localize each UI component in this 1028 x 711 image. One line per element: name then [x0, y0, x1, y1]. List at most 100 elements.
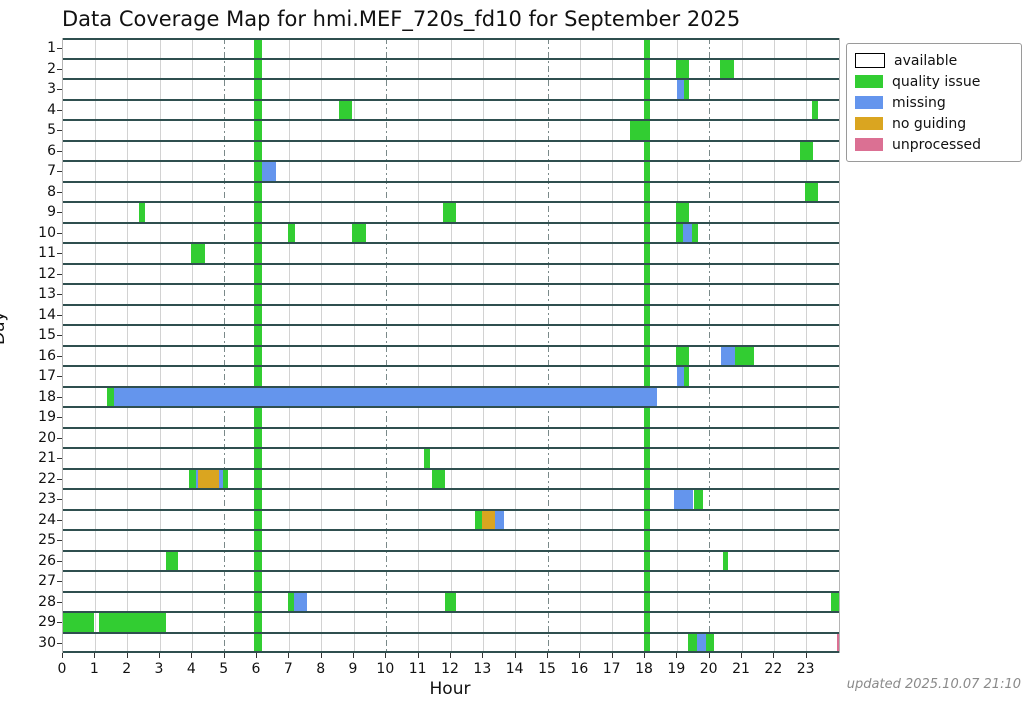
day-separator-line: [63, 283, 839, 285]
x-tick-label: 6: [251, 661, 261, 677]
y-tick-label: 9: [47, 204, 56, 221]
coverage-segment-missing: [114, 387, 657, 406]
x-tick: [288, 653, 290, 658]
x-tick: [353, 653, 354, 658]
coverage-segment-quality: [254, 469, 262, 488]
coverage-segment-missing: [696, 633, 707, 652]
y-tick: [57, 581, 62, 583]
x-tick-label: 12: [441, 661, 459, 677]
x-tick: [223, 653, 225, 658]
x-tick-label: 18: [635, 661, 653, 677]
x-tick: [579, 653, 581, 658]
coverage-segment-quality: [254, 592, 262, 611]
coverage-segment-quality: [223, 469, 228, 488]
x-tick-label: 14: [505, 661, 524, 677]
coverage-segment-quality: [254, 162, 262, 181]
y-tick-label: 29: [38, 614, 56, 631]
day-separator-line: [63, 57, 839, 60]
y-tick: [57, 601, 62, 603]
coverage-segment-missing: [494, 510, 505, 529]
y-tick-label: 24: [38, 511, 56, 528]
y-tick-label: 17: [38, 368, 56, 385]
coverage-segment-quality: [644, 305, 651, 324]
coverage-segment-quality: [644, 633, 651, 652]
coverage-segment-quality: [644, 346, 651, 365]
plot-area: [62, 38, 840, 653]
legend-label: available: [894, 52, 958, 69]
coverage-segment-quality: [644, 59, 651, 78]
coverage-segment-noguiding: [198, 469, 220, 488]
coverage-segment-quality: [444, 592, 456, 611]
y-tick: [57, 335, 62, 337]
day-separator-line: [63, 160, 839, 162]
y-tick: [57, 273, 62, 275]
coverage-segment-quality: [693, 490, 704, 509]
coverage-segment-quality: [254, 182, 262, 201]
y-tick: [57, 560, 62, 562]
y-tick-label: 13: [38, 286, 56, 303]
day-separator-line: [63, 570, 839, 572]
y-axis-label: Day: [0, 311, 9, 345]
coverage-segment-quality: [254, 367, 262, 386]
y-tick: [57, 232, 62, 234]
coverage-segment-quality: [675, 223, 684, 242]
x-tick-label: 10: [376, 661, 395, 677]
y-tick-label: 25: [38, 532, 56, 549]
coverage-segment-quality: [254, 244, 262, 263]
day-separator-line: [63, 611, 839, 613]
legend-item-available: available: [855, 50, 1013, 71]
day-separator-line: [63, 201, 839, 203]
day-separator-line: [63, 467, 839, 470]
unprocessed-swatch: [855, 138, 883, 151]
coverage-segment-missing: [195, 469, 199, 488]
y-tick: [57, 212, 62, 214]
y-tick: [57, 519, 62, 521]
y-tick-label: 16: [38, 347, 56, 364]
coverage-segment-quality: [254, 100, 262, 119]
coverage-segment-missing: [676, 80, 685, 99]
x-tick-label: 22: [764, 661, 783, 677]
coverage-segment-quality: [644, 80, 651, 99]
coverage-segment-quality: [684, 367, 689, 386]
coverage-segment-quality: [684, 80, 689, 99]
updated-timestamp: updated 2025.10.07 21:10: [846, 677, 1021, 692]
y-tick-label: 1: [47, 40, 56, 57]
x-tick-label: 0: [57, 661, 67, 677]
coverage-segment-quality: [287, 592, 295, 611]
day-separator-line: [63, 651, 839, 653]
coverage-segment-quality: [644, 285, 651, 304]
coverage-segment-quality: [644, 490, 651, 509]
coverage-segment-quality: [644, 428, 651, 447]
y-tick-label: 28: [38, 593, 56, 610]
y-tick: [57, 130, 62, 132]
y-tick: [57, 642, 62, 644]
coverage-segment-quality: [644, 531, 651, 550]
y-tick: [57, 48, 62, 50]
y-tick: [57, 376, 62, 378]
coverage-segment-quality: [254, 264, 262, 283]
y-tick-label: 11: [38, 245, 56, 262]
coverage-segment-quality: [254, 121, 262, 140]
coverage-segment-quality: [720, 59, 734, 78]
coverage-segment-quality: [644, 592, 651, 611]
x-tick: [94, 653, 96, 658]
coverage-segment-quality: [644, 408, 651, 427]
coverage-segment-quality: [675, 59, 689, 78]
y-tick-label: 12: [38, 265, 56, 282]
coverage-segment-missing: [683, 223, 692, 242]
x-tick-label: 4: [186, 661, 196, 677]
x-tick: [482, 653, 484, 658]
day-separator-line: [63, 426, 839, 429]
y-tick: [57, 150, 62, 152]
day-separator-line: [63, 406, 839, 408]
x-tick-label: 17: [602, 661, 621, 677]
coverage-segment-quality: [830, 592, 839, 611]
x-tick-label: 2: [122, 661, 132, 677]
no-guiding-swatch: [855, 117, 883, 130]
quality-issue-swatch: [855, 75, 883, 88]
y-tick-label: 5: [47, 122, 56, 139]
x-tick: [159, 653, 160, 658]
day-separator-line: [63, 180, 839, 183]
x-tick: [514, 653, 516, 658]
day-separator-line: [63, 549, 839, 552]
